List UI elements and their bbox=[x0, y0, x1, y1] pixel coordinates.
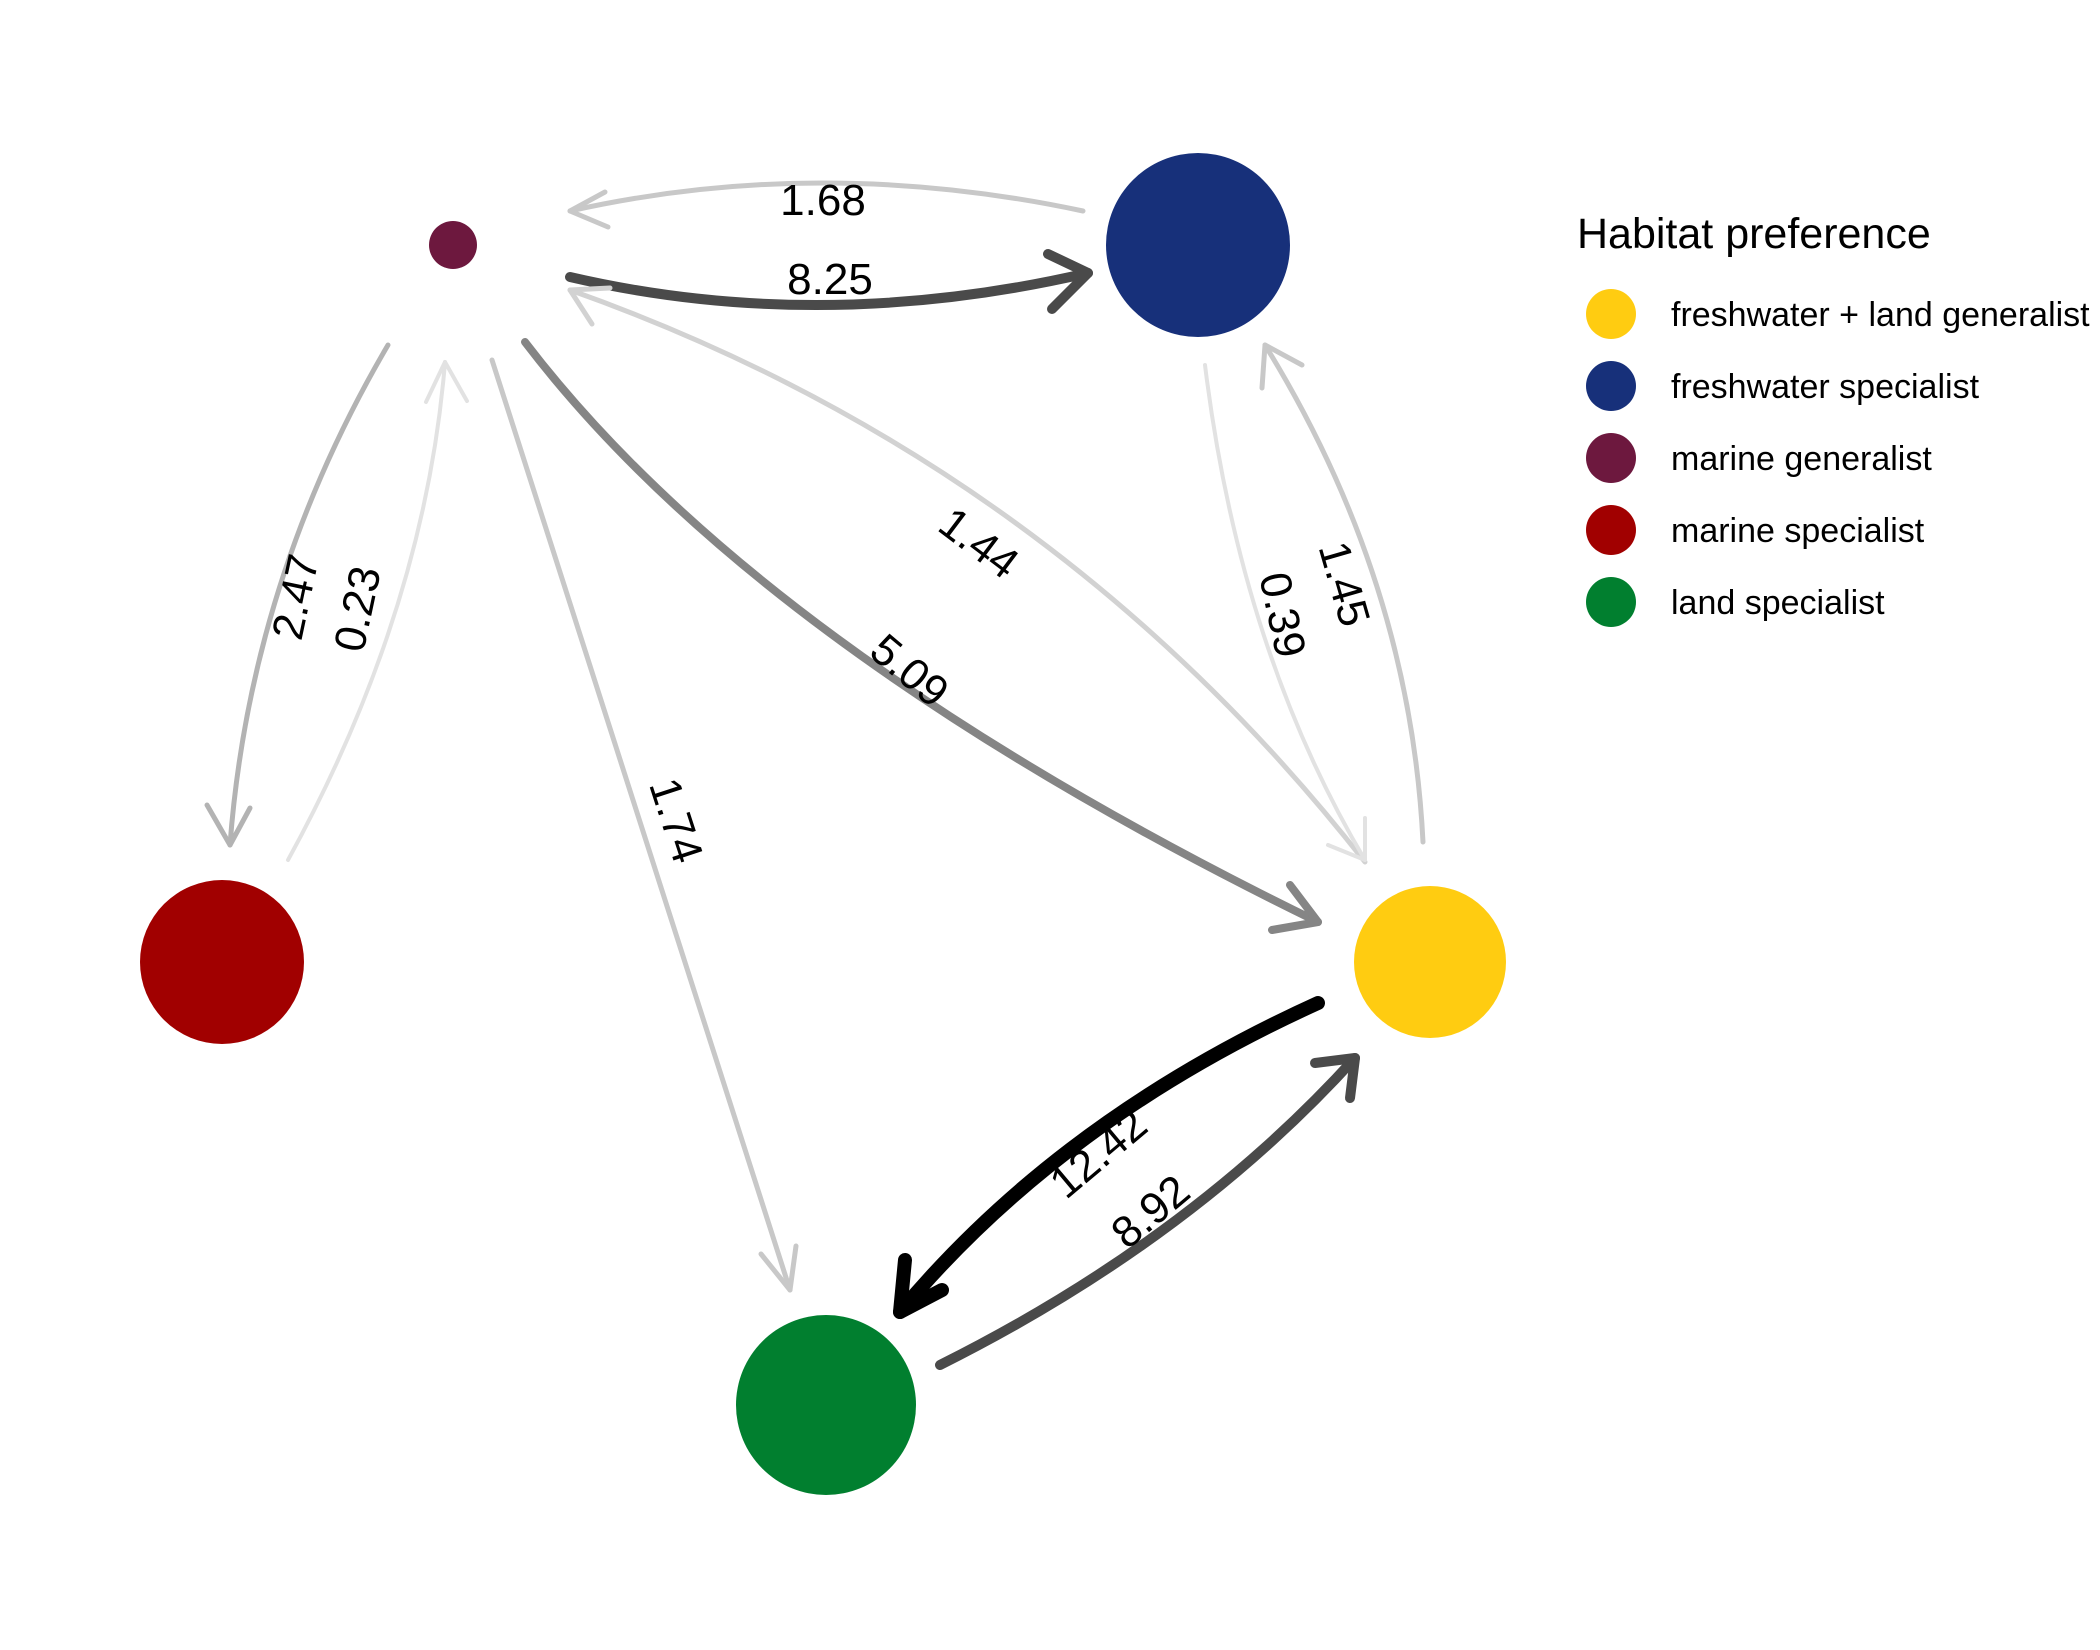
edge-label-1-68: 1.68 bbox=[780, 176, 866, 225]
edge-label-5-09: 5.09 bbox=[861, 625, 958, 718]
node-marine-specialist bbox=[140, 880, 304, 1044]
legend-item: marine generalist bbox=[1586, 433, 1932, 483]
edge-label-1-45: 1.45 bbox=[1309, 536, 1380, 632]
node-land-specialist bbox=[736, 1315, 916, 1495]
edge-label-1-44: 1.44 bbox=[930, 498, 1028, 589]
legend-swatch bbox=[1586, 505, 1636, 555]
legend-label: marine specialist bbox=[1671, 512, 1925, 550]
node-marine-generalist bbox=[429, 221, 477, 269]
legend-swatch bbox=[1586, 577, 1636, 627]
edge-label-0-39: 0.39 bbox=[1249, 568, 1315, 662]
legend-item: land specialist bbox=[1586, 577, 1885, 627]
edge-label-0-23: 0.23 bbox=[325, 562, 391, 656]
legend-title: Habitat preference bbox=[1577, 210, 1931, 258]
legend-label: freshwater + land generalist bbox=[1671, 296, 2090, 334]
legend-swatch bbox=[1586, 433, 1636, 483]
legend-label: land specialist bbox=[1671, 584, 1885, 622]
edge-label-2-47: 2.47 bbox=[263, 550, 329, 644]
legend-item: freshwater + land generalist bbox=[1586, 289, 2090, 339]
edge-label-8-25: 8.25 bbox=[787, 255, 873, 304]
legend-swatch bbox=[1586, 361, 1636, 411]
edge-fwspec-to-margen: 1.68 bbox=[567, 176, 1086, 230]
node-freshwater-land-generalist bbox=[1354, 886, 1506, 1038]
legend-item: freshwater specialist bbox=[1586, 361, 1980, 411]
legend: Habitat preference freshwater + land gen… bbox=[1577, 210, 2090, 627]
legend-swatch bbox=[1586, 289, 1636, 339]
legend-item: marine specialist bbox=[1586, 505, 1925, 555]
edge-margen-to-landspec: 1.74 bbox=[489, 357, 799, 1293]
legend-label: marine generalist bbox=[1671, 440, 1932, 478]
node-freshwater-specialist bbox=[1106, 153, 1290, 337]
edge-margen-to-fwspec: 8.25 bbox=[565, 249, 1093, 314]
legend-label: freshwater specialist bbox=[1671, 368, 1980, 406]
